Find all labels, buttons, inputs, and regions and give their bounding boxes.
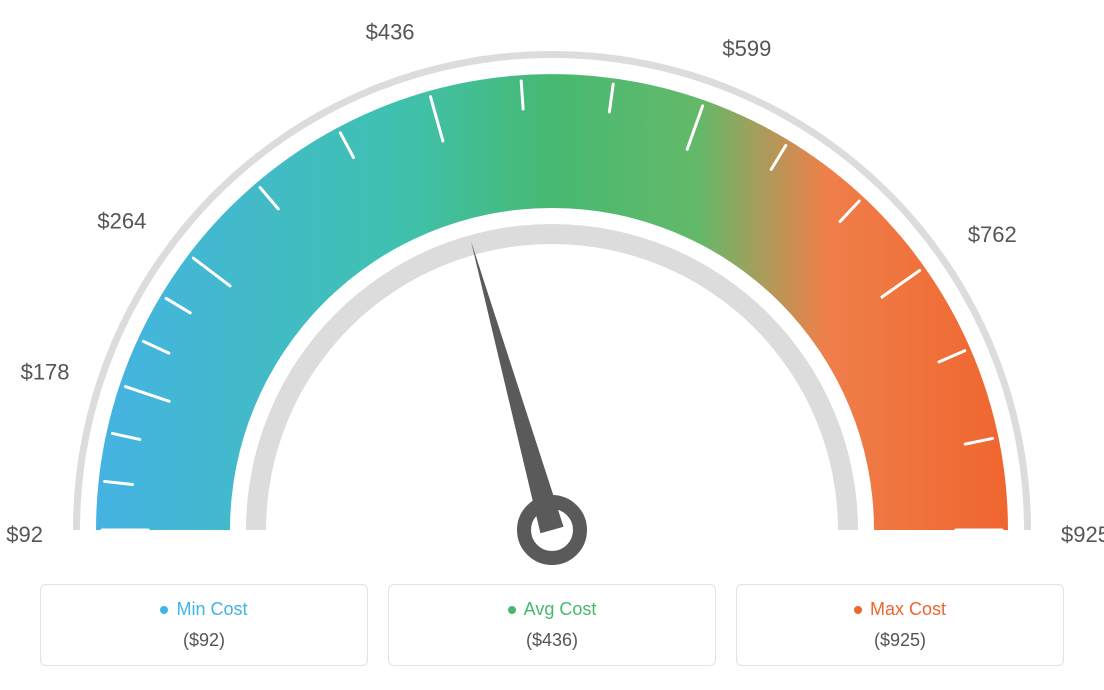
svg-text:$264: $264 — [97, 208, 146, 233]
legend-card-max: Max Cost ($925) — [736, 584, 1064, 666]
svg-text:$436: $436 — [366, 20, 415, 45]
legend-dot-avg — [508, 606, 516, 614]
legend-card-avg: Avg Cost ($436) — [388, 584, 716, 666]
legend-label-max: Max Cost — [870, 599, 946, 620]
svg-text:$92: $92 — [6, 522, 43, 547]
svg-text:$599: $599 — [722, 36, 771, 61]
legend-card-min: Min Cost ($92) — [40, 584, 368, 666]
svg-text:$925: $925 — [1061, 522, 1104, 547]
legend-value-max: ($925) — [747, 630, 1053, 651]
legend-label-avg: Avg Cost — [524, 599, 597, 620]
legend-label-min: Min Cost — [176, 599, 247, 620]
legend-row: Min Cost ($92) Avg Cost ($436) Max Cost … — [40, 584, 1064, 666]
legend-dot-min — [160, 606, 168, 614]
gauge-svg: $92 $178 $264 $436 $599 $762 $925 — [0, 0, 1104, 580]
cost-gauge-chart: $92 $178 $264 $436 $599 $762 $925 Min Cost ($9… — [0, 0, 1104, 690]
legend-value-avg: ($436) — [399, 630, 705, 651]
svg-text:$178: $178 — [21, 360, 70, 385]
legend-value-min: ($92) — [51, 630, 357, 651]
legend-dot-max — [854, 606, 862, 614]
svg-text:$762: $762 — [968, 222, 1017, 247]
